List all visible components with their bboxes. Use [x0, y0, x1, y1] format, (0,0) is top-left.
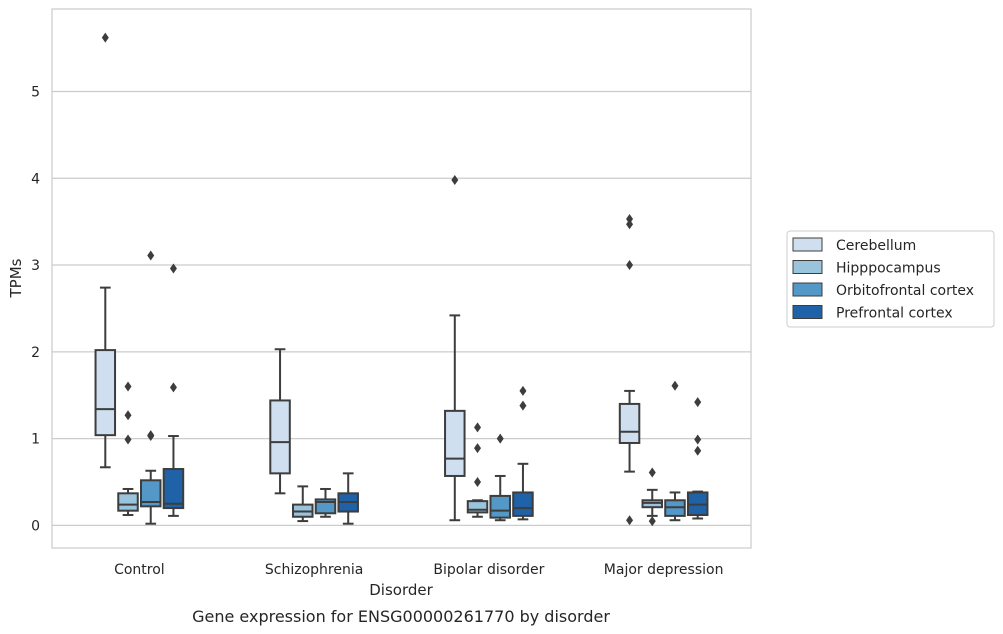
outlier-point — [694, 397, 702, 408]
outlier-point — [519, 400, 527, 411]
box — [466, 422, 489, 518]
legend-swatch — [792, 237, 823, 252]
box — [686, 397, 709, 520]
y-axis-ticks: 0 1 2 3 4 5 — [31, 84, 40, 534]
box — [444, 174, 466, 522]
y-tick-label: 2 — [31, 345, 40, 361]
outlier-point — [648, 516, 656, 527]
x-axis-ticks: Control Schizophrenia Bipolar disorder Majo… — [114, 562, 723, 578]
x-tick-label: Bipolar disorder — [433, 562, 544, 578]
box-iqr — [512, 491, 534, 517]
legend-swatch — [792, 282, 823, 297]
series-group — [117, 381, 664, 527]
box — [94, 32, 117, 469]
outlier-point — [124, 381, 132, 392]
legend-label: Prefrontal cortex — [836, 306, 953, 322]
plot-frame — [51, 8, 752, 549]
box — [337, 472, 359, 525]
y-tick-label: 4 — [31, 171, 40, 187]
outlier-point — [147, 250, 155, 261]
box — [489, 433, 511, 522]
y-tick-label: 3 — [31, 258, 40, 274]
box — [664, 380, 686, 522]
outlier-point — [671, 380, 679, 391]
box-iqr — [162, 468, 185, 510]
box — [641, 467, 664, 527]
box-series — [94, 32, 709, 527]
box-iqr — [618, 402, 641, 444]
chart-caption: Gene expression for ENSG00000261770 by d… — [192, 607, 610, 626]
y-tick-label: 0 — [31, 518, 40, 534]
box-iqr — [117, 492, 139, 512]
x-tick-label: Schizophrenia — [265, 562, 363, 578]
outlier-point — [519, 385, 527, 396]
outlier-point — [694, 434, 702, 445]
box-iqr — [269, 399, 291, 475]
outlier-point — [474, 422, 482, 433]
outlier-point — [648, 467, 656, 478]
box-iqr — [489, 494, 511, 519]
y-tick-label: 1 — [31, 432, 40, 448]
series-group — [139, 250, 686, 525]
outlier-point — [626, 260, 634, 271]
outlier-point — [626, 219, 634, 230]
legend: Cerebellum Hipppocampus Orbitofrontal cort… — [786, 230, 995, 328]
outlier-point — [101, 32, 109, 43]
series-group — [162, 263, 709, 525]
x-tick-label: Major depression — [604, 562, 724, 578]
box-iqr — [139, 479, 162, 508]
outlier-point — [147, 430, 155, 441]
outlier-point — [496, 433, 504, 444]
outlier-point — [474, 443, 482, 454]
box-iqr — [444, 409, 466, 477]
series-group — [94, 32, 641, 526]
legend-frame — [786, 230, 995, 328]
box — [314, 487, 337, 518]
gridlines — [52, 90, 751, 527]
legend-label: Hipppocampus — [836, 261, 941, 277]
box — [162, 263, 185, 517]
box-iqr — [466, 500, 489, 514]
outlier-point — [124, 410, 132, 421]
y-axis-title: TPMs — [7, 258, 25, 298]
legend-swatch — [792, 260, 823, 274]
box — [512, 385, 534, 521]
legend-label: Orbitofrontal cortex — [836, 283, 974, 299]
outlier-point — [169, 382, 177, 393]
box — [269, 348, 291, 495]
outlier-point — [451, 174, 459, 185]
y-tick-label: 5 — [31, 84, 40, 100]
outlier-point — [626, 515, 634, 526]
box — [292, 485, 314, 523]
box — [139, 250, 162, 525]
outlier-point — [169, 263, 177, 274]
box — [117, 381, 139, 517]
outlier-point — [626, 214, 634, 225]
legend-swatch — [792, 305, 823, 319]
legend-label: Cerebellum — [836, 238, 916, 254]
x-tick-label: Control — [114, 562, 165, 578]
box-iqr — [94, 349, 117, 437]
outlier-point — [474, 477, 482, 488]
x-axis-title: Disorder — [369, 581, 433, 599]
outlier-point — [124, 434, 132, 445]
outlier-point — [694, 445, 702, 456]
box — [618, 214, 641, 526]
